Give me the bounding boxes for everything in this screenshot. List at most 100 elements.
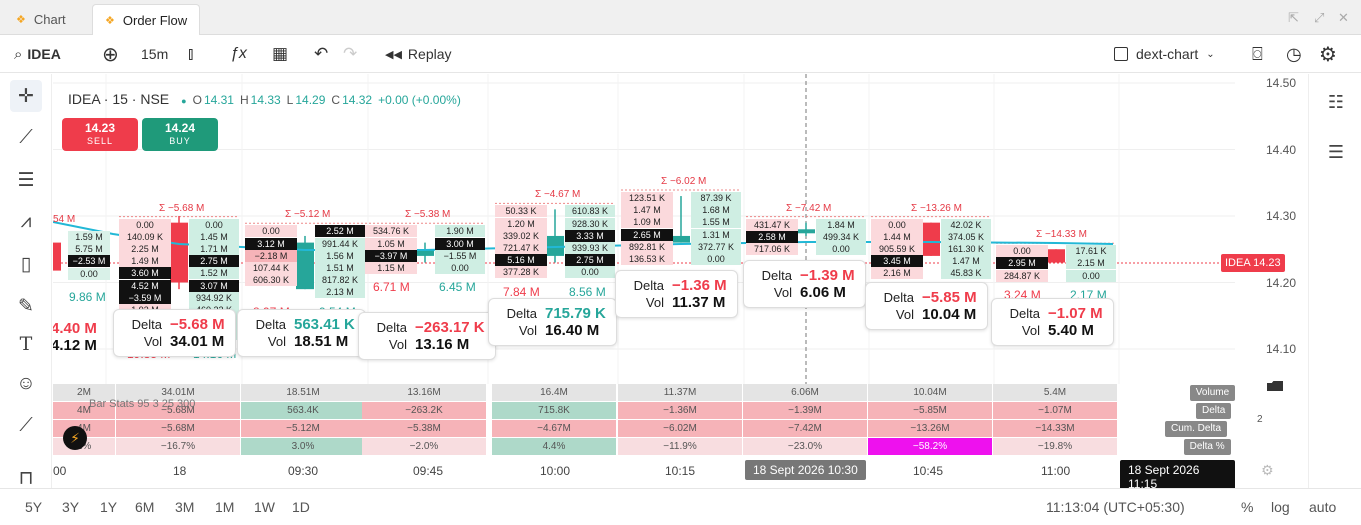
watchlist-icon[interactable]: ☷ [1327, 91, 1345, 112]
tab-chart[interactable]: ❖ Chart [4, 4, 78, 35]
add-symbol-icon[interactable]: ⊕ [102, 43, 119, 66]
indicators-icon[interactable]: ƒx [230, 45, 247, 62]
price-axis[interactable]: 14.50 14.40 14.30 14.20 14.10 IDEA 14.23… [1221, 74, 1308, 488]
camera-icon[interactable]: ⌼ [1252, 43, 1263, 64]
object-tree-icon[interactable]: ☰ [1327, 141, 1345, 162]
fib-lines-icon[interactable]: ☰ [17, 169, 35, 191]
crosshair-icon[interactable]: ✛ [10, 80, 42, 112]
vol-label: Vol [773, 285, 792, 300]
brush-icon[interactable]: ✎ [18, 295, 34, 317]
sigma-label: Σ −5.38 M [405, 209, 451, 221]
stats-cell: −5.38M [362, 420, 486, 437]
stats-cell: −5.12M [241, 420, 365, 437]
pattern-icon[interactable]: ⩘ [20, 211, 32, 232]
delta-card: Delta 715.79 K Vol 16.40 M [488, 298, 617, 346]
text-icon[interactable]: T [19, 333, 33, 355]
bid-cell: 905.59 K [871, 243, 923, 256]
stats-cell: −5.68M [116, 402, 240, 419]
forecast-icon[interactable]: ▯ [20, 253, 32, 275]
maximize-icon[interactable]: ⤢ [1314, 10, 1325, 25]
chart-pane[interactable]: Σ −5.68 M 0.00 0.00 140.09 K 1.45 M 2.25 M 1.7… [53, 74, 1235, 384]
candle-body [170, 222, 188, 283]
magnet-icon[interactable]: ⊓ [18, 467, 34, 489]
buy-volume: 6.45 M [439, 280, 476, 295]
bid-cell: 5.75 M [68, 243, 110, 256]
alert-clock-icon[interactable]: ◷ [1286, 43, 1302, 64]
vol-label: Vol [388, 337, 407, 352]
auto-toggle[interactable]: auto [1309, 499, 1337, 515]
range-button-3y[interactable]: 3Y [62, 499, 80, 515]
layout-grid-icon[interactable]: ▦ [272, 44, 289, 63]
ask-cell: 87.39 K [691, 192, 741, 205]
l-value: 14.29 [295, 93, 326, 107]
settings-gear-icon[interactable]: ⚙ [1261, 462, 1274, 478]
ask-cell: 42.02 K [941, 218, 991, 231]
undo-icon[interactable]: ↶ [314, 44, 329, 63]
bid-cell: 0.00 [119, 218, 171, 231]
time-axis[interactable]: 00 18 09:30 09:45 10:00 10:15 10:45 11:00 18 Sep… [53, 458, 1235, 494]
chevron-down-icon: ⌄ [1206, 48, 1215, 60]
log-toggle[interactable]: log [1271, 499, 1290, 515]
time-label: 11:00 [1041, 464, 1071, 478]
stats-cell: −11.9% [618, 438, 742, 455]
delta-card: Delta −1.36 M Vol 11.37 M [615, 270, 738, 318]
symbol-search[interactable]: ⌕ IDEA [14, 35, 61, 73]
stats-cell: −5.68M [116, 420, 240, 437]
bid-cell: 721.47 K [495, 241, 547, 254]
layout-select[interactable]: dext-chart ⌄ [1114, 35, 1215, 73]
stats-cell: 6.06M [743, 384, 867, 401]
buy-button[interactable]: 14.24 BUY [142, 118, 218, 151]
sigma-label: Σ −5.68 M [159, 202, 205, 214]
range-button-6m[interactable]: 6M [135, 499, 155, 515]
close-icon[interactable]: ✕ [1338, 10, 1349, 25]
range-button-5y[interactable]: 5Y [25, 499, 43, 515]
popout-icon[interactable]: ⇱ [1288, 10, 1299, 25]
h-value: 14.33 [250, 93, 281, 107]
trendline-icon[interactable]: ⟋ [19, 127, 33, 148]
replay-button[interactable]: ◀◀ Replay [385, 35, 452, 73]
tab-label: Chart [33, 12, 66, 27]
ruler-icon[interactable]: ⟋ [19, 415, 33, 436]
ask-cell: 1.55 M [691, 216, 741, 229]
delta-label: Delta [1009, 306, 1040, 321]
range-button-3m[interactable]: 3M [175, 499, 195, 515]
ask-cell: 1.51 M [315, 261, 365, 274]
price-label: 14.30 [1265, 209, 1296, 223]
redo-icon[interactable]: ↷ [343, 44, 358, 63]
ask-cell: 1.90 M [435, 225, 485, 238]
gear-icon[interactable]: ⚙ [1319, 43, 1337, 66]
interval-button[interactable]: 15m [141, 46, 169, 62]
crosshair-time-tag: 18 Sept 2026 10:30 [745, 460, 866, 480]
folder-icon[interactable] [1267, 381, 1283, 391]
ask-cell: 2.13 M [315, 286, 365, 299]
ask-cell: 0.00 [189, 218, 239, 231]
candle-body [53, 242, 61, 271]
tab-bar: ❖ Chart ❖ Order Flow ⇱ ⤢ ✕ [0, 0, 1361, 35]
tab-icon: ❖ [16, 14, 26, 26]
ask-cell: 2.75 M [189, 255, 239, 268]
sell-button[interactable]: 14.23 SELL [62, 118, 138, 151]
stats-cell: −2.0% [362, 438, 486, 455]
bid-cell: 3.60 M [119, 267, 171, 280]
vol-value: 34.01 M [170, 333, 225, 350]
h-label: H [239, 93, 249, 107]
percent-toggle[interactable]: % [1241, 499, 1254, 515]
range-button-1w[interactable]: 1W [254, 499, 275, 515]
vol-value: 13.16 M [415, 336, 470, 353]
range-button-1d[interactable]: 1D [292, 499, 310, 515]
ask-cell: 2.15 M [1066, 257, 1116, 270]
delta-card: Delta −1.39 M Vol 6.06 M [743, 260, 866, 308]
delta-value: −5.68 M [170, 316, 225, 333]
symbol-input[interactable]: IDEA [27, 46, 61, 62]
candle-type-icon[interactable]: ⫾ [188, 44, 194, 63]
range-button-1m[interactable]: 1M [215, 499, 235, 515]
delta-row: Delta 563.41 K [248, 316, 355, 333]
tab-order-flow[interactable]: ❖ Order Flow [92, 4, 201, 35]
range-button-1y[interactable]: 1Y [100, 499, 118, 515]
candle-body [922, 222, 940, 256]
sigma-label: Σ −4.67 M [535, 189, 581, 201]
stats-cell: −1.39M [743, 402, 867, 419]
ask-cell: 939.93 K [565, 241, 615, 254]
time-label: 00 [53, 464, 67, 478]
emoji-icon[interactable]: ☺ [16, 373, 36, 394]
